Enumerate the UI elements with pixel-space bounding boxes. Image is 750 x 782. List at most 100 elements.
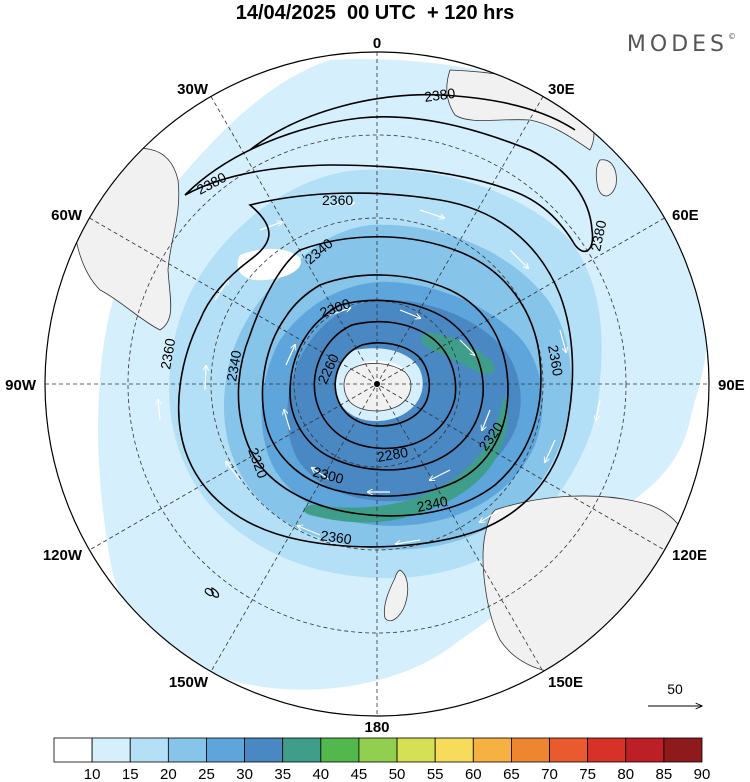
lon-label-60e: 60E [672, 207, 699, 224]
wind-vector [158, 400, 160, 421]
colorbar-swatch [244, 737, 284, 763]
colorbar-swatch [434, 737, 474, 763]
longitude-labels: 0 30E 60E 90E 120E 150E 180 150W 120W 90… [5, 35, 745, 736]
contour-label: 2340 [415, 493, 449, 515]
south-pole-marker [374, 381, 380, 387]
wind-vector [480, 509, 501, 522]
lon-label-0: 0 [373, 35, 381, 52]
colorbar-label: 90 [694, 766, 711, 782]
colorbar-label: 35 [274, 766, 291, 782]
shade-40b [303, 395, 508, 523]
wind-vector [226, 462, 241, 481]
wind-vector [545, 439, 556, 462]
wind-vector [419, 209, 444, 218]
map-title: 14/04/2025 00 UTC + 120 hrs [235, 2, 515, 24]
land-madagascar [595, 159, 617, 197]
map-disc [45, 52, 709, 716]
contour-2380-top [249, 93, 576, 151]
brand-mark: © [728, 32, 736, 41]
lon-label-30w: 30W [177, 81, 209, 98]
wind-vector [430, 469, 451, 480]
contour-2340 [237, 235, 542, 517]
contour-0 [211, 587, 220, 598]
wind-vector [482, 409, 491, 430]
colorbar-label: 40 [312, 766, 329, 782]
colorbar-label: 45 [351, 766, 368, 782]
contour-label: 2380 [423, 85, 456, 105]
wind-vector [312, 468, 331, 481]
lon-label-90w: 90W [5, 377, 37, 394]
contour-label: 2360 [320, 527, 353, 547]
colorbar-label: 80 [617, 766, 634, 782]
colorbar-swatch [320, 737, 360, 763]
colorbar-label: 65 [503, 766, 520, 782]
colorbar-swatch [511, 737, 550, 763]
colorbar-label: 70 [541, 766, 558, 782]
colorbar-swatch [91, 737, 131, 763]
contour-2260 [334, 342, 431, 427]
colorbar-label: 85 [656, 766, 673, 782]
brand-logo: MODES© [627, 32, 736, 57]
lon-label-60w: 60W [51, 207, 83, 224]
colorbar-label: 55 [427, 766, 444, 782]
land-new-zealand [383, 569, 409, 622]
colorbar-swatch [396, 737, 436, 763]
colorbar-label: 20 [160, 766, 177, 782]
colorbar-label: 10 [84, 766, 101, 782]
lon-label-150w: 150W [169, 674, 209, 691]
colorbar-label: 50 [389, 766, 406, 782]
wind-vector [396, 539, 421, 544]
wind-vector [285, 345, 295, 366]
contour-2320 [261, 274, 509, 497]
brand-text: MODES [626, 32, 728, 57]
wind-vectors [158, 203, 601, 544]
land-australia [482, 495, 694, 675]
colorbar-swatch [625, 737, 665, 763]
colorbar-swatch [206, 737, 245, 763]
contour-label: 2360 [322, 192, 353, 208]
contour-label: 2340 [223, 349, 244, 383]
wind-vector [509, 249, 528, 268]
wind-vector [329, 308, 350, 316]
contour-2280 [313, 320, 457, 450]
colorbar: 10 15 20 25 30 35 40 45 50 55 60 65 70 75 80 85 90 [53, 737, 711, 782]
colorbar-swatch [129, 737, 169, 763]
wind-vector [596, 399, 601, 420]
wind-vector [259, 222, 282, 231]
wind-vector [284, 410, 291, 431]
reference-vector: 50 [648, 681, 702, 706]
colorbar-swatch [549, 737, 589, 763]
contour-label: 2280 [376, 444, 410, 465]
contour-label: 2360 [545, 344, 566, 378]
contour-label: 2300 [311, 463, 345, 487]
reference-vector-value: 50 [667, 681, 683, 697]
colorbar-swatch [587, 737, 627, 763]
colorbar-swatch [663, 737, 703, 763]
contour-label: 2380 [587, 219, 609, 253]
land-antarctica [343, 363, 412, 412]
wind-vector [459, 339, 475, 355]
lon-label-90e: 90E [718, 377, 745, 394]
contour-2360 [177, 192, 574, 548]
wind-vector [559, 329, 566, 352]
lon-label-120e: 120E [672, 547, 707, 564]
lon-label-30e: 30E [548, 81, 575, 98]
wind-vector [214, 280, 228, 301]
lon-label-120w: 120W [43, 547, 83, 564]
colorbar-swatch [53, 737, 93, 763]
map-border [44, 51, 710, 717]
colorbar-swatch [167, 737, 207, 763]
contour-2300 [289, 299, 484, 471]
lon-label-150e: 150E [548, 674, 583, 691]
contour-2380 [184, 116, 594, 253]
colorbar-swatch [472, 737, 512, 763]
lon-label-180: 180 [364, 719, 389, 736]
wind-vector [329, 203, 354, 205]
colorbar-label: 25 [198, 766, 215, 782]
contour-label: 2360 [157, 337, 178, 371]
wind-vector [399, 309, 420, 318]
colorbar-label: 30 [236, 766, 253, 782]
colorbar-swatch [358, 737, 398, 763]
colorbar-label: 60 [465, 766, 482, 782]
